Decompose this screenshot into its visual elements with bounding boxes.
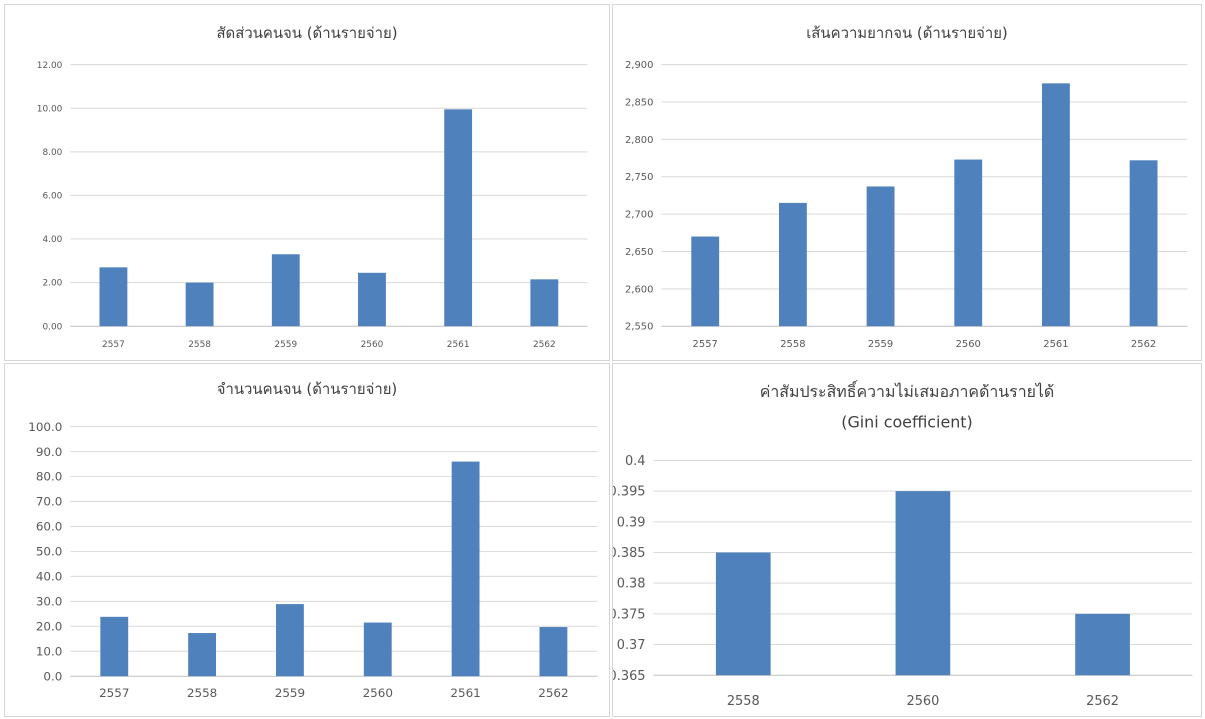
bar-2558: [715, 552, 771, 676]
y-tick-label: 4.00: [42, 235, 62, 245]
bar-chart-poverty-line: เส้นความยากจน (ด้านรายจ่าย) 2,550 2,600 2,6…: [625, 24, 1188, 350]
bar-2562: [1129, 160, 1158, 327]
bar-2561: [444, 109, 473, 327]
y-tick-label: 6.00: [42, 192, 62, 202]
x-tick-label: 2558: [188, 340, 211, 350]
chart-panel-poverty-line: เส้นความยากจน (ด้านรายจ่าย) 2,550 2,600 2,6…: [612, 4, 1202, 361]
x-tick-label: 2558: [187, 686, 217, 700]
y-tick-label: 0.395: [613, 485, 645, 500]
bar-2560: [363, 622, 392, 677]
y-tick-label: 2.00: [42, 279, 62, 289]
y-tick-label: 0.365: [613, 669, 645, 684]
y-tick-label: 0.0: [43, 669, 62, 683]
bar-chart-gini-coefficient: ค่าสัมประสิทธิ์ความไม่เสมอภาคด้านรายได้ (…: [613, 380, 1193, 709]
y-tick-label: 80.0: [36, 470, 63, 484]
bar-chart-poverty-ratio: สัดส่วนคนจน (ด้านรายจ่าย) 0.00 2.00 4.00 6.0…: [37, 24, 588, 350]
bar-chart-poor-population: จำนวนคนจน (ด้านรายจ่าย) 0.0 10.0 20.0 30.0 40…: [28, 380, 598, 700]
y-tick-label: 12.00: [37, 61, 63, 71]
y-tick-label: 2,750: [625, 172, 653, 183]
y-tick-label: 60.0: [36, 520, 63, 534]
y-tick-label: 2,550: [625, 322, 653, 333]
bar-2560: [954, 159, 983, 327]
x-tick-label: 2560: [363, 686, 393, 700]
x-tick-label: 2559: [274, 340, 297, 350]
bar-2559: [866, 186, 895, 327]
y-tick-label: 30.0: [36, 595, 63, 609]
y-tick-label: 70.0: [36, 495, 63, 509]
y-tick-label: 10.00: [37, 104, 63, 114]
y-tick-label: 2,700: [625, 210, 653, 221]
x-tick-label: 2562: [1131, 339, 1156, 350]
chart-title: ค่าสัมประสิทธิ์ความไม่เสมอภาคด้านรายได้: [760, 380, 1055, 401]
y-tick-label: 8.00: [42, 148, 62, 158]
x-tick-label: 2557: [102, 340, 125, 350]
x-tick-label: 2560: [906, 694, 939, 709]
x-tick-label: 2559: [868, 339, 893, 350]
bar-2558: [188, 633, 217, 677]
y-tick-label: 0.385: [613, 546, 645, 561]
chart-panel-poor-population: จำนวนคนจน (ด้านรายจ่าย) 0.0 10.0 20.0 30.0 40…: [4, 363, 610, 717]
x-tick-label: 2562: [538, 686, 568, 700]
x-tick-label: 2562: [1086, 694, 1119, 709]
y-tick-label: 0.375: [613, 607, 645, 622]
y-tick-label: 0.38: [617, 577, 646, 592]
x-tick-label: 2561: [1043, 339, 1068, 350]
y-tick-label: 100.0: [28, 420, 62, 434]
chart-title: จำนวนคนจน (ด้านรายจ่าย): [217, 380, 398, 398]
y-tick-label: 0.39: [617, 515, 646, 530]
y-tick-label: 20.0: [36, 619, 63, 633]
bar-2562: [539, 627, 568, 677]
bar-2558: [185, 282, 214, 327]
y-tick-label: 2,850: [625, 98, 653, 109]
y-tick-label: 2,650: [625, 247, 653, 258]
x-tick-label: 2557: [693, 339, 718, 350]
bar-2559: [276, 604, 304, 677]
bar-2562: [1075, 613, 1130, 676]
chart-panel-gini-coefficient: ค่าสัมประสิทธิ์ความไม่เสมอภาคด้านรายได้ (…: [612, 363, 1202, 717]
bar-2557: [99, 267, 128, 327]
x-tick-label: 2558: [727, 694, 760, 709]
x-tick-label: 2561: [450, 686, 480, 700]
x-tick-label: 2558: [780, 339, 805, 350]
x-tick-label: 2561: [447, 340, 470, 350]
x-tick-label: 2560: [956, 339, 981, 350]
x-tick-label: 2557: [99, 686, 129, 700]
bar-2561: [451, 461, 480, 677]
y-tick-label: 50.0: [36, 545, 63, 559]
bar-2557: [691, 236, 720, 327]
bar-2559: [271, 254, 300, 327]
chart-title: สัดส่วนคนจน (ด้านรายจ่าย): [216, 24, 397, 42]
y-tick-label: 2,800: [625, 135, 653, 146]
y-tick-label: 2,900: [625, 60, 653, 71]
chart-panel-poverty-ratio: สัดส่วนคนจน (ด้านรายจ่าย) 0.00 2.00 4.00 6.0…: [4, 4, 610, 361]
y-tick-label: 2,600: [625, 284, 653, 295]
bar-2561: [1041, 83, 1070, 327]
x-tick-label: 2562: [533, 340, 556, 350]
y-tick-label: 10.0: [36, 644, 63, 658]
chart-title: เส้นความยากจน (ด้านรายจ่าย): [806, 24, 1008, 42]
bar-2560: [358, 272, 386, 327]
y-tick-label: 40.0: [36, 570, 63, 584]
bar-2562: [530, 279, 559, 327]
chart-subtitle: (Gini coefficient): [841, 413, 973, 432]
x-tick-label: 2559: [275, 686, 305, 700]
bar-2560: [895, 491, 951, 676]
bar-2557: [100, 616, 129, 677]
x-tick-label: 2560: [361, 340, 384, 350]
y-tick-label: 0.4: [625, 454, 646, 469]
y-tick-label: 0.00: [42, 322, 62, 332]
y-tick-label: 0.37: [617, 638, 646, 653]
bar-2558: [778, 202, 807, 327]
y-tick-label: 90.0: [36, 445, 63, 459]
